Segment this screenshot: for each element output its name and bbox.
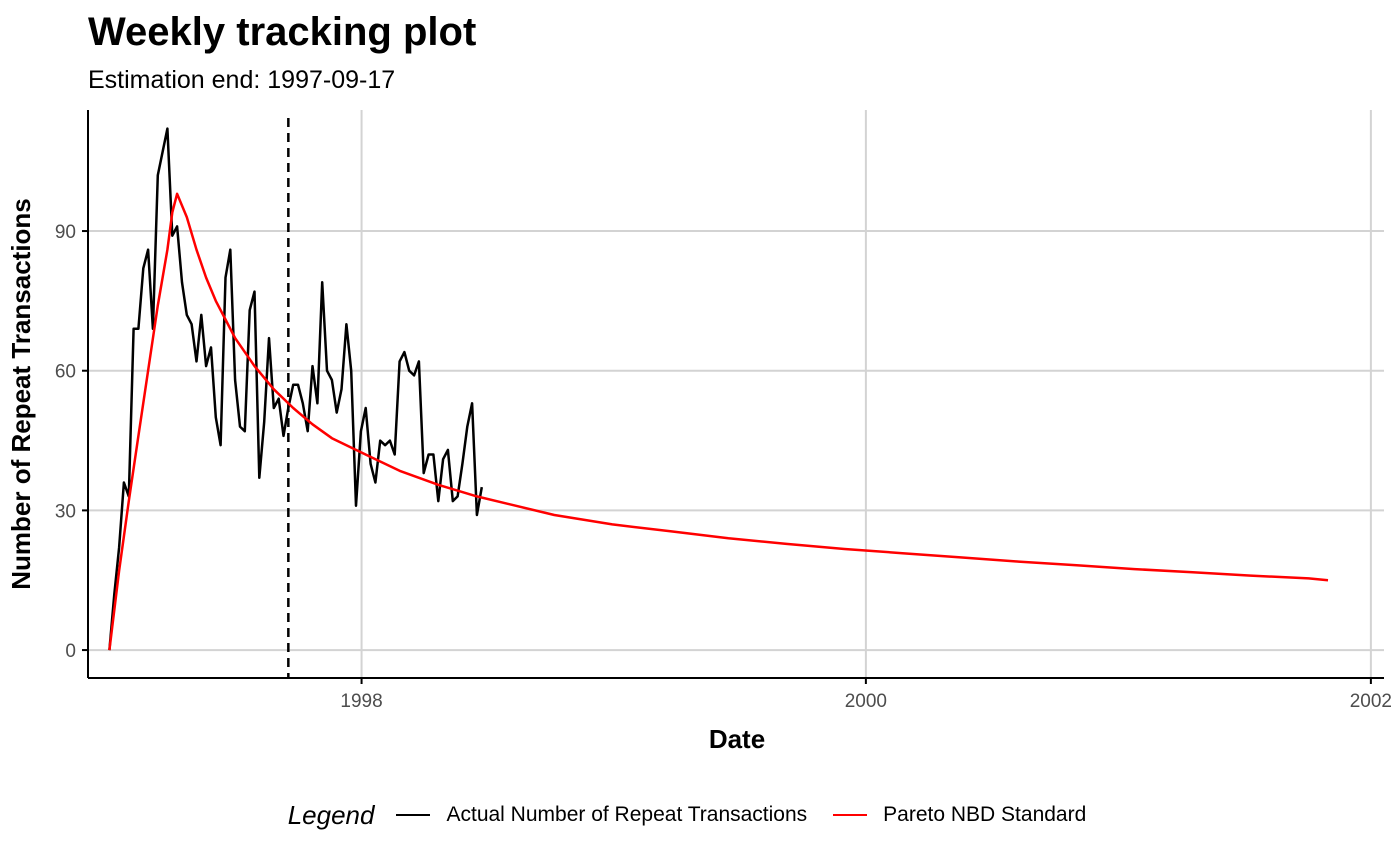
chart-subtitle: Estimation end: 1997-09-17	[88, 66, 396, 94]
chart-title: Weekly tracking plot	[88, 10, 477, 54]
x-axis-title: Date	[709, 724, 765, 754]
tick-labels: 0 30 60 90 1998 2000 2002	[55, 222, 1392, 712]
legend-label-actual: Actual Number of Repeat Transactions	[446, 803, 808, 826]
gridlines	[88, 110, 1384, 678]
y-tick-label: 0	[65, 641, 76, 662]
legend-title: Legend	[287, 799, 375, 830]
y-axis-title: Number of Repeat Transactions	[6, 198, 36, 590]
axes	[87, 110, 1384, 679]
legend: Legend Actual Number of Repeat Transacti…	[0, 795, 1400, 835]
legend-item-actual: Actual Number of Repeat Transactions	[396, 803, 807, 827]
legend-item-pareto: Pareto NBD Standard	[833, 803, 1086, 827]
legend-key-actual	[396, 814, 431, 816]
series-line-actual	[108, 127, 484, 651]
series-line-pareto	[108, 192, 1329, 651]
legend-key-pareto	[833, 814, 868, 816]
x-tick-label: 2002	[1350, 691, 1392, 712]
x-tick-label: 1998	[340, 691, 382, 712]
x-tick-label: 2000	[845, 691, 887, 712]
y-tick-label: 30	[55, 501, 76, 522]
y-tick-label: 60	[55, 362, 76, 383]
legend-label-pareto: Pareto NBD Standard	[883, 803, 1087, 826]
series	[108, 118, 1329, 678]
y-tick-label: 90	[55, 222, 76, 243]
